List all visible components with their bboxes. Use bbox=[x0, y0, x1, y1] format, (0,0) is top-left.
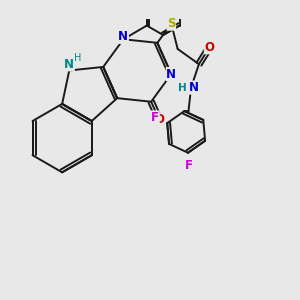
Text: N: N bbox=[188, 81, 199, 94]
Text: S: S bbox=[167, 17, 176, 30]
Text: N: N bbox=[64, 58, 74, 71]
Text: F: F bbox=[185, 160, 193, 172]
Text: H: H bbox=[74, 53, 82, 63]
Text: F: F bbox=[151, 111, 159, 124]
Text: O: O bbox=[205, 41, 214, 54]
Text: N: N bbox=[118, 30, 128, 44]
Text: H: H bbox=[178, 82, 187, 93]
Text: O: O bbox=[154, 113, 164, 126]
Text: N: N bbox=[166, 68, 176, 81]
